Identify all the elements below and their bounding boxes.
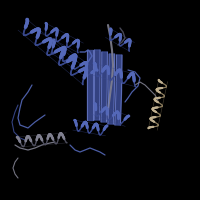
Polygon shape xyxy=(108,54,115,124)
Polygon shape xyxy=(94,50,100,120)
Polygon shape xyxy=(101,52,107,122)
Polygon shape xyxy=(87,50,93,120)
Polygon shape xyxy=(115,55,122,125)
